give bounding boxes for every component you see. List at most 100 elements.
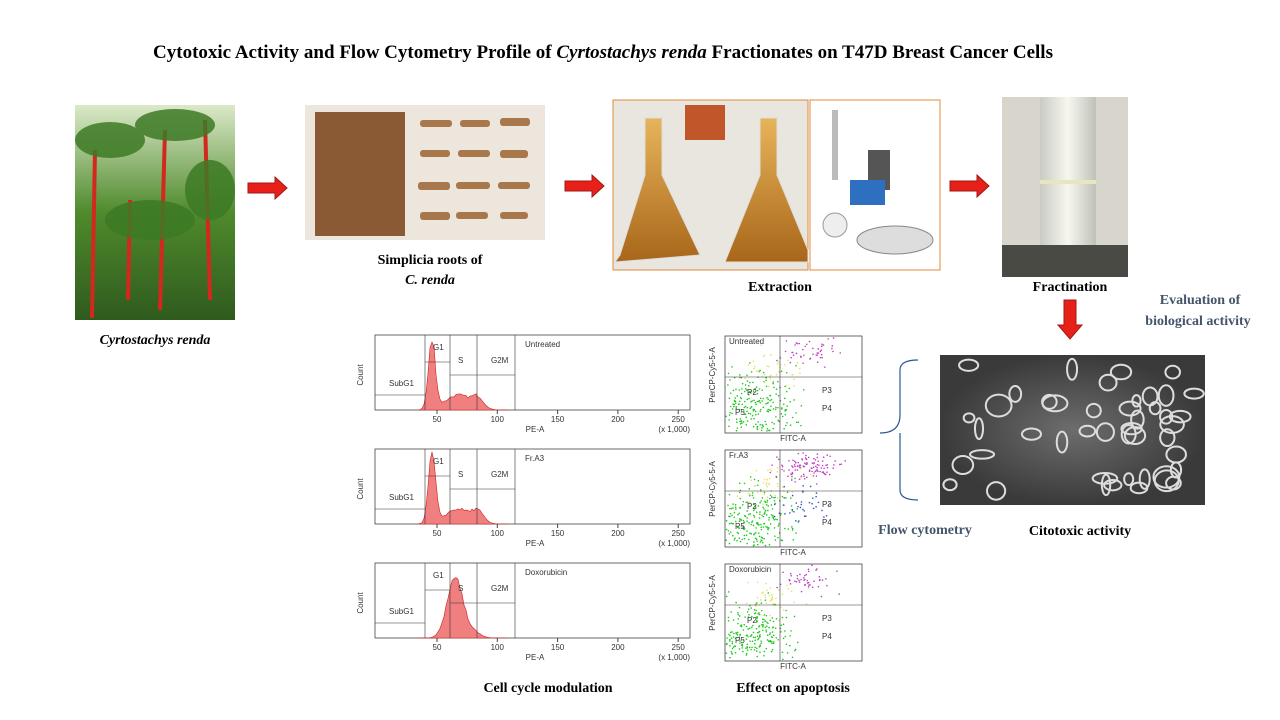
dot — [768, 594, 771, 597]
dot — [757, 421, 759, 423]
dot — [727, 372, 730, 375]
dot — [778, 619, 780, 622]
dot — [812, 507, 815, 510]
dot — [812, 475, 815, 477]
dot — [775, 373, 778, 376]
dot — [725, 519, 728, 522]
dot — [764, 509, 767, 512]
dot — [798, 520, 800, 522]
dot — [754, 505, 757, 508]
dot — [760, 408, 762, 411]
dot — [776, 518, 779, 521]
dot — [769, 587, 772, 589]
dot — [727, 530, 730, 532]
dot — [773, 602, 775, 605]
dot — [805, 454, 807, 457]
dot — [770, 640, 773, 643]
dot — [769, 468, 771, 471]
dot — [782, 623, 785, 626]
dot — [734, 506, 737, 509]
cell — [973, 417, 985, 440]
dot — [771, 617, 774, 619]
cell — [942, 478, 958, 492]
dot — [832, 350, 834, 353]
dot — [795, 364, 797, 367]
dot — [750, 479, 753, 482]
dot — [761, 537, 764, 539]
dot — [751, 646, 753, 649]
dot — [798, 367, 801, 370]
dot — [762, 624, 764, 626]
dot — [803, 515, 806, 518]
sample-label: Fr.A3 — [525, 454, 545, 463]
dot — [795, 352, 798, 355]
dot — [740, 624, 743, 626]
dot — [795, 580, 798, 583]
dot — [796, 641, 799, 644]
dot — [752, 524, 755, 527]
dot — [732, 619, 735, 621]
dot — [758, 646, 761, 648]
dot — [731, 640, 734, 643]
dot — [773, 527, 776, 529]
dot — [800, 424, 802, 427]
dot — [753, 608, 756, 611]
dot — [826, 466, 829, 469]
dot — [727, 616, 730, 619]
dot — [757, 479, 760, 482]
dot — [765, 602, 768, 604]
cell — [958, 358, 980, 372]
dot — [771, 464, 773, 466]
dot — [747, 635, 749, 638]
x-tick-label: 50 — [433, 415, 442, 424]
dot — [740, 426, 743, 428]
cell — [984, 393, 1013, 418]
dot — [737, 532, 740, 535]
dot — [799, 464, 801, 466]
dot — [785, 497, 787, 499]
dot — [743, 406, 746, 409]
cell — [1091, 471, 1119, 485]
dot — [774, 518, 777, 520]
dot — [772, 427, 775, 430]
dot — [759, 599, 762, 601]
dot — [731, 642, 734, 645]
cell — [1130, 409, 1145, 430]
dot — [794, 344, 796, 346]
dot — [755, 403, 757, 406]
dot — [725, 539, 728, 542]
dot — [734, 400, 737, 403]
dot — [759, 635, 761, 638]
dot — [767, 398, 770, 401]
dot — [750, 607, 753, 609]
dot — [759, 397, 762, 400]
dot — [756, 425, 759, 428]
dot — [800, 578, 802, 581]
dot — [770, 636, 773, 638]
dot — [802, 508, 804, 511]
dot — [748, 390, 751, 393]
dot — [744, 377, 746, 380]
dot — [756, 427, 758, 429]
cell — [986, 481, 1007, 501]
dot — [751, 492, 754, 494]
dot — [770, 354, 772, 356]
dot — [763, 618, 765, 621]
dot — [831, 345, 834, 347]
dot — [743, 413, 746, 416]
dot — [812, 466, 815, 469]
dot — [736, 539, 738, 542]
dot — [755, 647, 758, 650]
dot — [766, 478, 769, 481]
dot — [742, 650, 744, 653]
dot — [745, 647, 747, 649]
dot — [731, 514, 733, 517]
dot — [756, 543, 759, 546]
gate-label: SubG1 — [389, 607, 414, 616]
dot — [800, 356, 802, 359]
dot — [778, 523, 780, 525]
dot — [753, 478, 756, 481]
gate-label: G2M — [491, 584, 509, 593]
x-axis-label: PE-A — [526, 539, 545, 548]
dot — [773, 515, 776, 518]
